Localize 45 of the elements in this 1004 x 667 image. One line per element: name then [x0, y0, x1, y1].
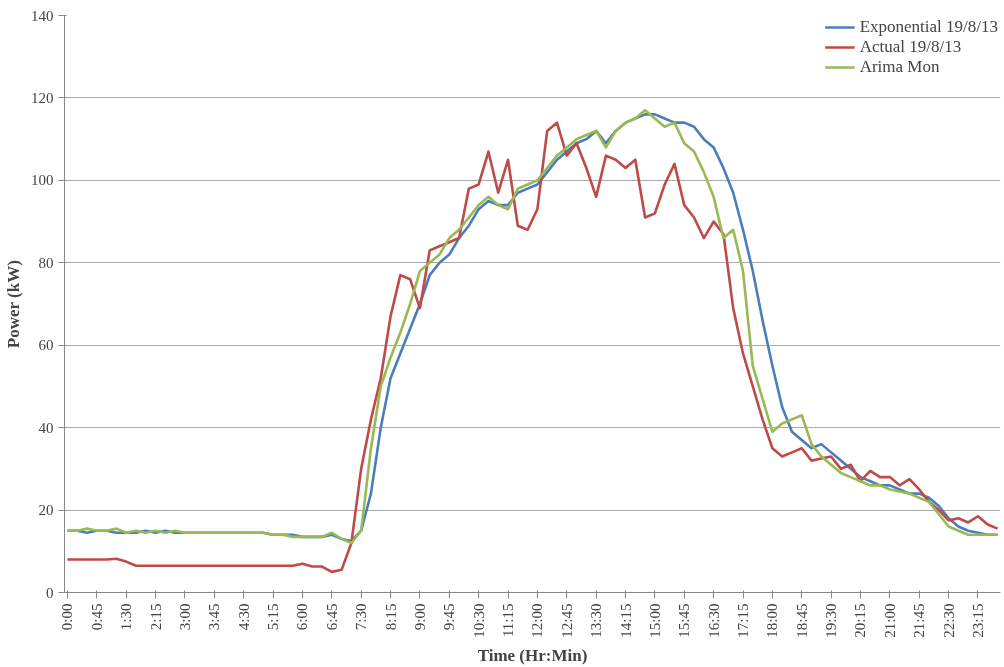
x-tick-label: 15:45	[676, 603, 693, 638]
y-axis-title: Power (kW)	[4, 260, 23, 349]
x-tick-label: 19:30	[823, 603, 840, 638]
x-tick-label: 22:30	[940, 603, 957, 638]
x-tick-label: 21:45	[911, 603, 928, 638]
x-tick-label: 3:00	[176, 603, 193, 631]
x-tick-label: 14:15	[617, 603, 634, 638]
x-tick-label: 8:15	[382, 603, 399, 631]
x-tick-label: 7:30	[353, 603, 370, 631]
x-tick-label: 9:00	[411, 603, 428, 631]
y-tick-label: 0	[46, 584, 54, 601]
x-tick-label: 12:00	[529, 603, 546, 638]
x-tick-label: 3:45	[206, 603, 223, 631]
y-tick-label: 140	[31, 7, 54, 24]
x-tick-label: 0:00	[59, 603, 76, 631]
y-tick-label: 120	[31, 89, 54, 106]
legend-label: Exponential 19/8/13	[859, 17, 998, 37]
y-tick-label: 100	[31, 172, 54, 189]
y-tick-label: 40	[38, 419, 54, 436]
x-tick-label: 16:30	[705, 603, 722, 638]
x-tick-label: 23:15	[969, 603, 986, 638]
x-tick-label: 1:30	[118, 603, 135, 631]
x-tick-label: 9:45	[441, 603, 458, 631]
x-tick-label: 6:45	[323, 603, 340, 631]
x-tick-label: 4:30	[235, 603, 252, 631]
legend-label: Arima Mon	[859, 57, 940, 77]
x-tick-label: 2:15	[147, 603, 164, 631]
y-tick-label: 60	[38, 337, 54, 354]
x-tick-label: 0:45	[88, 603, 105, 631]
y-tick-label: 20	[38, 502, 54, 519]
x-tick-label: 18:45	[793, 603, 810, 638]
x-tick-label: 10:30	[470, 603, 487, 638]
legend-label: Actual 19/8/13	[859, 37, 962, 57]
x-tick-label: 18:00	[764, 603, 781, 638]
x-tick-label: 11:15	[500, 603, 517, 638]
x-tick-label: 15:00	[646, 603, 663, 638]
x-tick-label: 13:30	[588, 603, 605, 638]
x-axis-title: Time (Hr:Min)	[477, 645, 588, 665]
x-tick-label: 12:45	[558, 603, 575, 638]
x-tick-label: 21:00	[881, 603, 898, 638]
x-tick-label: 17:15	[735, 603, 751, 638]
y-tick-label: 80	[38, 254, 54, 271]
x-tick-label: 6:00	[294, 603, 311, 631]
x-tick-label: 5:15	[265, 603, 282, 631]
x-tick-label: 20:15	[852, 603, 869, 638]
